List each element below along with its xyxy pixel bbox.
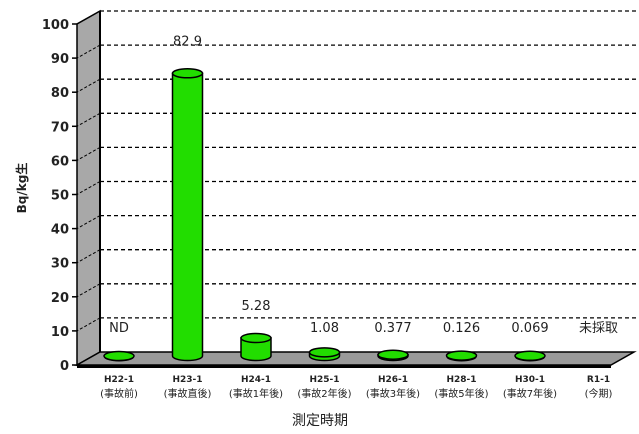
- data-label-7: 未採取: [579, 321, 618, 336]
- side-wall: [77, 11, 100, 365]
- bar-top-4: [378, 350, 408, 359]
- bar-2: [241, 333, 271, 360]
- bar-top-0: [104, 352, 134, 361]
- bar-top-1: [173, 69, 203, 78]
- category-code-0: H22-1: [104, 375, 134, 385]
- data-label-6: 0.069: [511, 321, 548, 336]
- bar-top-6: [515, 351, 545, 360]
- y-axis-label: Bq/kg生: [14, 163, 29, 214]
- floor: [77, 352, 634, 365]
- category-period-3: (事故2年後): [297, 387, 351, 400]
- y-tick-label-80: 80: [51, 86, 69, 101]
- data-label-5: 0.126: [443, 321, 480, 336]
- y-axis-ticks: 0 10 20 30 40 50 60 70 80 90 100: [42, 18, 77, 374]
- y-tick-label-70: 70: [51, 120, 69, 135]
- category-code-1: H23-1: [172, 375, 202, 385]
- data-label-0: ND: [109, 321, 129, 336]
- category-period-6: (事故7年後): [503, 387, 557, 400]
- category-code-5: H28-1: [446, 375, 476, 385]
- bar-3: [310, 348, 340, 361]
- x-axis-categories: H22-1 (事故前) H23-1 (事故直後) H24-1 (事故1年後) H25-1 (事…: [100, 375, 612, 400]
- category-period-4: (事故3年後): [366, 387, 420, 400]
- bar-top-2: [241, 333, 271, 342]
- category-code-2: H24-1: [241, 375, 271, 385]
- data-label-3: 1.08: [310, 321, 339, 336]
- data-label-4: 0.377: [374, 321, 411, 336]
- y-tick-label-30: 30: [51, 257, 69, 272]
- category-code-3: H25-1: [309, 375, 339, 385]
- category-code-4: H26-1: [378, 375, 408, 385]
- bar-6: [515, 351, 545, 361]
- bar-0: [104, 352, 134, 362]
- bar-top-5: [447, 351, 477, 360]
- y-tick-label-90: 90: [51, 52, 69, 67]
- y-tick-label-40: 40: [51, 223, 69, 238]
- bar-body-1: [173, 73, 203, 360]
- category-code-7: R1-1: [587, 375, 610, 385]
- category-period-5: (事故5年後): [434, 387, 488, 400]
- category-code-6: H30-1: [515, 375, 545, 385]
- y-tick-label-20: 20: [51, 291, 69, 306]
- category-period-2: (事故1年後): [229, 387, 283, 400]
- y-tick-label-50: 50: [51, 189, 69, 204]
- category-period-7: (今期): [585, 387, 613, 400]
- y-tick-label-60: 60: [51, 154, 69, 169]
- bar-4: [378, 350, 408, 360]
- y-tick-label-10: 10: [51, 325, 69, 340]
- data-label-2: 5.28: [242, 299, 271, 314]
- floor-front-edge: [77, 365, 611, 368]
- y-tick-label-100: 100: [42, 18, 69, 33]
- bar-top-3: [310, 348, 340, 357]
- x-axis-label: 測定時期: [292, 413, 348, 429]
- data-label-1: 82.9: [173, 34, 202, 49]
- y-tick-label-0: 0: [60, 359, 69, 374]
- category-period-1: (事故直後): [164, 387, 212, 400]
- bar-1: [173, 69, 203, 361]
- category-period-0: (事故前): [100, 387, 138, 400]
- bar-5: [447, 351, 477, 361]
- chart-frame: [77, 11, 639, 368]
